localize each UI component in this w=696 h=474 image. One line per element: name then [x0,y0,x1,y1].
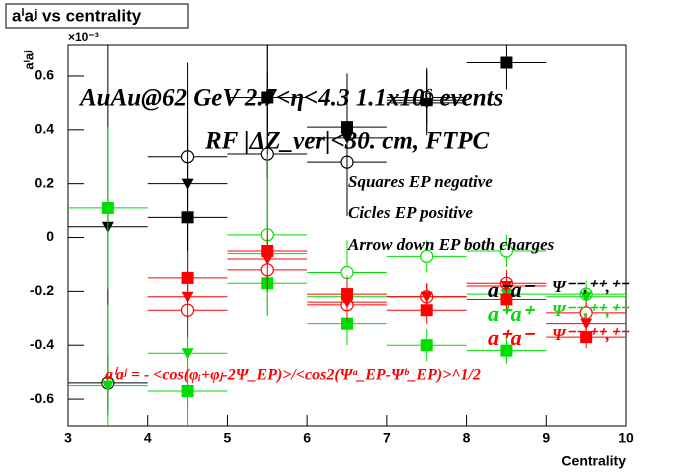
marker-square [420,339,433,352]
marker-triangle [181,178,194,190]
y-tick-label: 0 [46,228,54,244]
chart-title: aⁱaʲ vs centrality [12,6,142,25]
marker-triangle [580,291,593,303]
marker-square [580,331,593,344]
legend-psi: Ψ⁻⁻,⁺⁺,⁺⁻ [552,301,630,320]
y-tick-label: -0.6 [30,390,54,406]
x-tick-label: 4 [144,430,152,446]
marker-triangle [500,280,513,292]
annotation: Squares EP negative [348,172,493,191]
legend-psi: Ψ⁻⁻,⁺⁺,⁺⁻ [552,325,630,344]
legend-psi: Ψ⁻⁻,⁺⁺,⁺⁻ [552,277,630,296]
x-tick-label: 7 [383,430,391,446]
marker-circle [499,244,514,258]
marker-triangle [181,348,194,360]
marker-triangle [101,380,114,392]
marker-triangle [261,254,274,266]
legend-label: a⁺a⁺ [488,301,536,326]
marker-circle [420,249,434,263]
marker-square [101,201,114,214]
marker-square [341,317,353,330]
marker-square [500,56,513,69]
title-box [5,3,189,29]
marker-triangle [580,318,593,330]
annotation: aⁱaʲ = - <cos(φᵢ+φⱼ-2Ψ_EP)>/<cos2(Ψᵃ_EP-… [105,367,481,384]
legend-label: a⁻a⁻ [488,277,536,302]
annotation: Arrow down EP both charges [347,235,555,254]
frame [67,44,627,427]
marker-triangle [420,291,433,303]
x-axis-label: Centrality [561,453,626,469]
y-tick-label: 0.4 [35,121,55,137]
x-tick-label: 8 [463,430,471,446]
x-tick-label: 9 [542,430,550,446]
y-tick-label: -0.2 [30,282,54,298]
annotation: Cicles EP positive [348,203,473,222]
y-axis-label: aⁱaʲ [21,50,36,69]
x-tick-label: 5 [224,430,232,446]
x-tick-label: 3 [64,430,72,446]
legend-label: a⁺a⁻ [488,325,536,350]
y-tick-label: 0.2 [35,174,55,190]
y-tick-label: 0.6 [35,67,55,83]
marker-triangle [341,132,353,144]
x-tick-label: 10 [618,430,634,446]
marker-triangle [261,92,274,104]
annotation: RF |ΔZ_ver|<30. cm, FTPC [204,128,490,155]
x-tick-label: 6 [303,430,311,446]
marker-triangle [420,97,433,109]
marker-triangle [341,297,353,309]
marker-square [500,344,513,357]
marker-triangle [181,291,194,303]
annotation: AuAu@62 GeV 2.7<η<4.3 1.1x10⁶ events [78,85,503,112]
y-exponent: ×10⁻³ [68,30,99,44]
y-tick-label: -0.4 [30,336,54,352]
